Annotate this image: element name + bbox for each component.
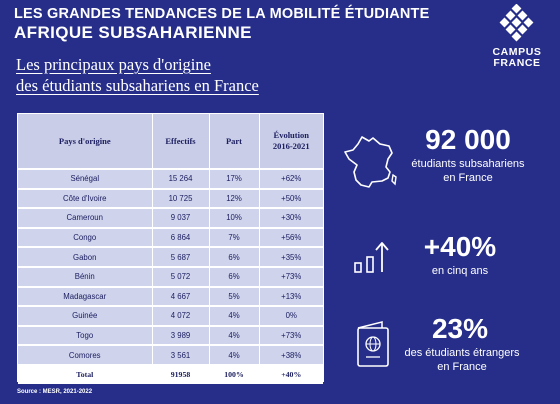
table-header-share: Part xyxy=(209,114,260,169)
table-row: Guinée 4 072 4% 0% xyxy=(18,305,323,326)
table-cell-evolution: +38% xyxy=(259,344,323,365)
table-cell-count: 9 037 xyxy=(152,207,210,228)
table-cell-share: 12% xyxy=(209,187,260,209)
table-cell-count: 6 864 xyxy=(152,226,210,248)
table-cell-country: Congo xyxy=(18,226,153,248)
table-cell-country: Madagascar xyxy=(18,285,153,307)
table-cell-share: 7% xyxy=(209,226,260,248)
table-cell-evolution: +62% xyxy=(259,168,323,189)
table-cell-country: Bénin xyxy=(18,265,153,287)
section-subtitle-line1: Les principaux pays d'origine xyxy=(16,55,211,74)
table-cell-count: 91958 xyxy=(152,363,210,384)
stat-students-count: 92 000 xyxy=(425,124,511,155)
table-cell-share: 17% xyxy=(209,168,260,189)
table-cell-evolution: +73% xyxy=(259,324,323,346)
table-header-row: Pays d'origine Effectifs Part Évolution … xyxy=(18,114,323,169)
france-map-icon xyxy=(344,136,397,188)
table-cell-evolution: +13% xyxy=(259,285,323,307)
table-row: Madagascar 4 667 5% +13% xyxy=(18,285,323,307)
table-row: Congo 6 864 7% +56% xyxy=(18,226,323,248)
table-header-evolution: Évolution 2016-2021 xyxy=(259,114,323,169)
table-cell-country: Sénégal xyxy=(18,168,153,189)
table-cell-evolution: +73% xyxy=(259,265,323,287)
campus-france-diamond-icon xyxy=(499,4,534,42)
table-cell-count: 5 072 xyxy=(152,265,210,287)
table-cell-count: 3 989 xyxy=(152,324,210,346)
table-cell-share: 6% xyxy=(209,246,260,267)
table-cell-count: 10 725 xyxy=(152,187,210,209)
stat-students-caption-line1: étudiants subsahariens xyxy=(411,158,525,170)
header-title-line2: AFRIQUE SUBSAHARIENNE xyxy=(14,23,252,42)
table-header-count: Effectifs xyxy=(152,114,210,169)
table-cell-share: 4% xyxy=(209,324,260,346)
table-row: Côte d'Ivoire 10 725 12% +50% xyxy=(18,187,323,209)
table-cell-count: 4 667 xyxy=(152,285,210,307)
passport-icon xyxy=(357,321,389,367)
table-row: Togo 3 989 4% +73% xyxy=(18,324,323,346)
origin-countries-table: Pays d'origine Effectifs Part Évolution … xyxy=(17,113,324,384)
table-cell-share: 4% xyxy=(209,344,260,365)
table-cell-evolution: +40% xyxy=(259,363,323,384)
table-row: Comores 3 561 4% +38% xyxy=(18,344,323,365)
table-total-row: Total 91958 100% +40% xyxy=(18,363,323,384)
table-cell-evolution: +50% xyxy=(259,187,323,209)
table-cell-count: 3 561 xyxy=(152,344,210,365)
table-cell-evolution: 0% xyxy=(259,305,323,326)
stat-share-value: 23% xyxy=(431,313,489,344)
table-cell-count: 15 264 xyxy=(152,168,210,189)
table-header-country: Pays d'origine xyxy=(18,114,153,169)
table-cell-count: 5 687 xyxy=(152,246,210,267)
table-cell-evolution: +56% xyxy=(259,226,323,248)
stat-share-caption-line1: des étudiants étrangers xyxy=(404,347,520,359)
table-cell-share: 4% xyxy=(209,305,260,326)
table-cell-country: Côte d'Ivoire xyxy=(18,187,153,209)
table-cell-country: Cameroun xyxy=(18,207,153,228)
campus-france-logo: CAMPUS FRANCE xyxy=(484,4,550,69)
stat-share-caption-line2: en France xyxy=(437,361,487,373)
table-row: Bénin 5 072 6% +73% xyxy=(18,265,323,287)
stat-growth-value: +40% xyxy=(423,231,497,262)
table-row: Gabon 5 687 6% +35% xyxy=(18,246,323,267)
source-note: Source : MESR, 2021-2022 xyxy=(17,389,93,395)
table-cell-evolution: +35% xyxy=(259,246,323,267)
header-title-line1: LES GRANDES TENDANCES DE LA MOBILITÉ ÉTU… xyxy=(14,6,430,22)
stat-growth-caption: en cinq ans xyxy=(431,265,489,277)
table-cell-share: 6% xyxy=(209,265,260,287)
table-cell-share: 5% xyxy=(209,285,260,307)
table-cell-country: Guinée xyxy=(18,305,153,326)
table-cell-count: 4 072 xyxy=(152,305,210,326)
growth-bars-icon xyxy=(354,242,389,273)
table-cell-share: 10% xyxy=(209,207,260,228)
section-subtitle-line2: des étudiants subsahariens en France xyxy=(16,76,259,95)
table-cell-country: Comores xyxy=(18,344,153,365)
table-header-evolution-text: Évolution 2016-2021 xyxy=(272,130,310,151)
logo-text-campus: CAMPUS xyxy=(492,46,542,58)
table-cell-evolution: +30% xyxy=(259,207,323,228)
table-cell-country: Gabon xyxy=(18,246,153,267)
table-cell-country: Togo xyxy=(18,324,153,346)
table-row: Cameroun 9 037 10% +30% xyxy=(18,207,323,228)
stat-students-caption-line2: en France xyxy=(443,172,493,184)
table-cell-share: 100% xyxy=(209,363,260,384)
logo-text-france: FRANCE xyxy=(493,57,541,69)
table-cell-country: Total xyxy=(18,363,153,384)
table-row: Sénégal 15 264 17% +62% xyxy=(18,168,323,189)
